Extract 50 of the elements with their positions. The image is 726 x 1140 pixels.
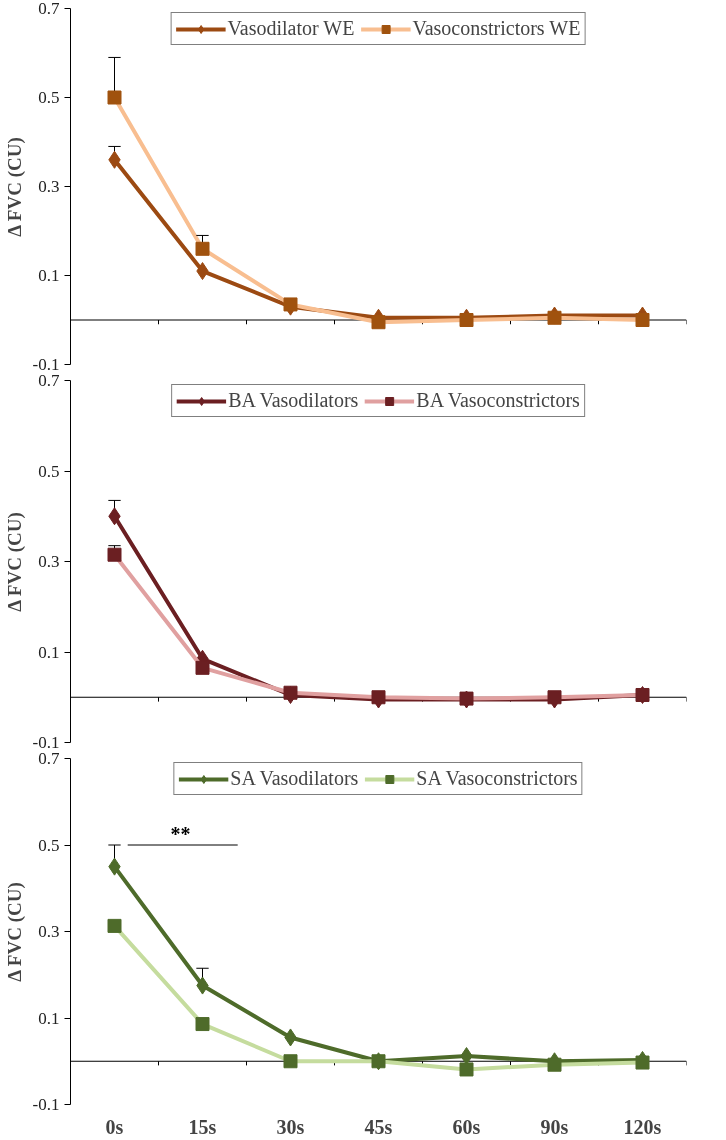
point — [195, 660, 210, 675]
annotation: ** — [170, 823, 191, 845]
legend-label: Vasoconstrictors WE — [412, 17, 581, 40]
y-tick-label: -0.1 — [32, 733, 60, 752]
x-tick-label: 15s — [188, 1115, 217, 1138]
y-axis-title: Δ FVC (CU) — [3, 882, 26, 982]
y-tick-label: 0.7 — [38, 0, 60, 18]
point — [547, 1057, 562, 1072]
y-tick-label: 0.3 — [38, 922, 60, 941]
point — [371, 690, 386, 705]
point — [283, 1054, 298, 1069]
x-tick-label: 30s — [276, 1115, 305, 1138]
point — [283, 297, 298, 312]
point — [635, 1055, 650, 1070]
y-tick-label: 0.1 — [38, 266, 60, 285]
y-tick-label: 0.7 — [38, 371, 60, 390]
x-tick-label: 120s — [623, 1115, 662, 1138]
legend-label: BA Vasodilators — [228, 389, 359, 412]
y-tick-label: 0.5 — [38, 88, 60, 107]
point — [195, 241, 210, 256]
point — [547, 690, 562, 705]
y-tick-label: 0.5 — [38, 835, 60, 855]
y-tick-label: 0.3 — [38, 177, 60, 196]
x-tick-label: 90s — [540, 1115, 569, 1138]
y-tick-label: 0.1 — [38, 642, 60, 662]
legend-label: Vasodilator WE — [227, 17, 355, 40]
legend-label: SA Vasodilators — [230, 767, 359, 790]
point — [635, 313, 650, 327]
y-tick-label: -0.1 — [32, 355, 60, 374]
y-tick-label: 0.3 — [38, 552, 60, 571]
point — [459, 1062, 474, 1077]
point — [107, 90, 122, 105]
y-tick-label: -0.1 — [32, 1095, 60, 1114]
legend-label: BA Vasoconstrictors — [416, 389, 580, 412]
point — [283, 685, 298, 700]
x-tick-label: 45s — [364, 1115, 393, 1138]
y-tick-label: 0.1 — [38, 1008, 60, 1028]
x-tick-label: 0s — [105, 1115, 124, 1138]
x-tick-label: 60s — [452, 1115, 481, 1138]
point — [107, 547, 122, 562]
point — [371, 315, 386, 330]
point — [547, 310, 562, 325]
point — [459, 313, 474, 327]
y-axis-title: Δ FVC (CU) — [3, 512, 26, 612]
y-axis-title: Δ FVC (CU) — [3, 137, 26, 237]
point — [195, 1017, 210, 1032]
legend-label: SA Vasoconstrictors — [416, 767, 578, 790]
y-tick-label: 0.5 — [38, 461, 60, 481]
point — [107, 918, 122, 933]
y-tick-label: 0.7 — [38, 749, 60, 768]
